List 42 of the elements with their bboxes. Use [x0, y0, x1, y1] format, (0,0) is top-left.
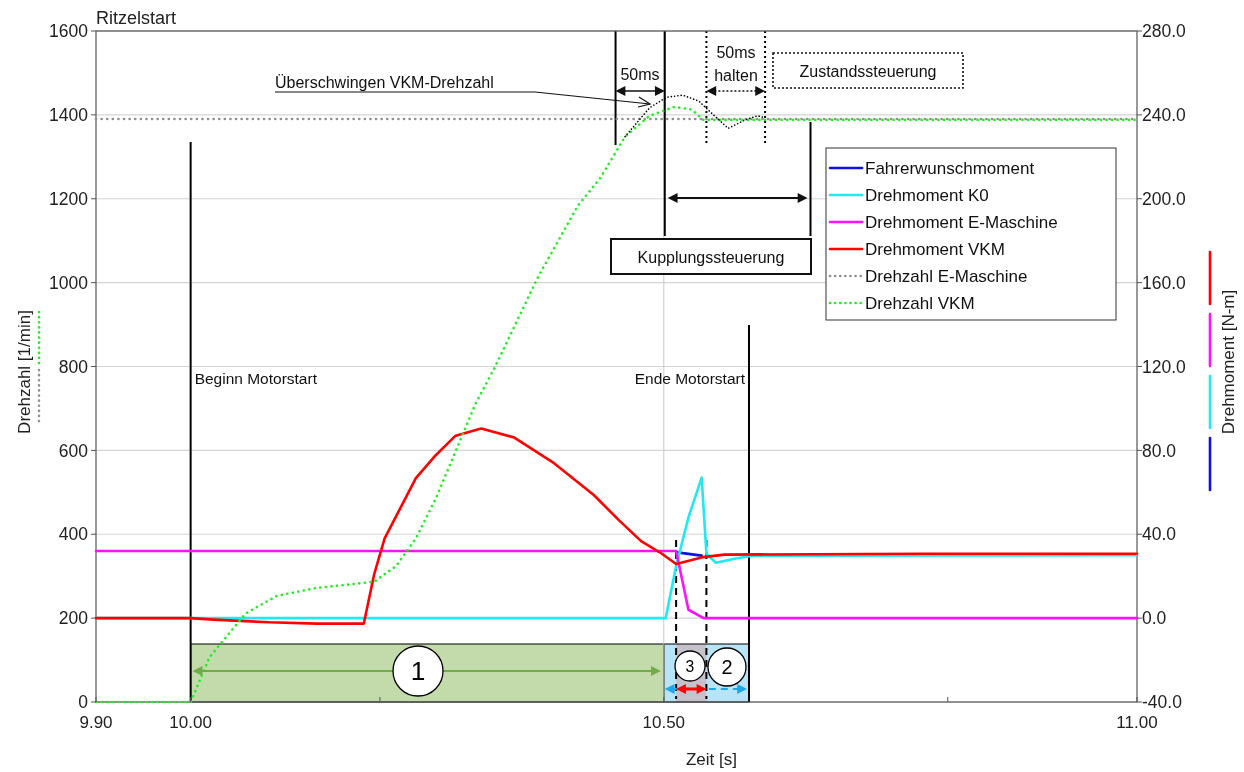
- y2-tick-label: 80.0: [1142, 440, 1177, 461]
- ref-line-label: Beginn Motorstart: [194, 370, 318, 387]
- x-tick-label: 10.50: [642, 713, 686, 732]
- legend-label: Drehmoment VKM: [865, 239, 1005, 259]
- y-tick-label: 600: [58, 440, 89, 461]
- y2-axis-title: Drehmoment [N-m]: [1218, 289, 1238, 435]
- y2-tick-label: -40.0: [1142, 692, 1183, 713]
- band-label: 1: [410, 656, 426, 687]
- legend-label: Drehzahl VKM: [865, 293, 975, 313]
- y-tick-label: 200: [58, 608, 89, 629]
- ref-line-label: Ende Motorstart: [634, 370, 746, 387]
- x-axis-title: Zeit [s]: [685, 750, 738, 769]
- y-tick-label: 0: [78, 692, 89, 713]
- y-tick-label: 800: [58, 356, 89, 377]
- y2-tick-label: 40.0: [1142, 524, 1177, 545]
- y2-tick-label: 280.0: [1142, 21, 1187, 42]
- annotation: Zustandssteuerung: [799, 63, 937, 80]
- y2-tick-label: 240.0: [1142, 105, 1187, 125]
- legend-label: Drehmoment E-Maschine: [865, 212, 1058, 232]
- x-tick-label: 11.00: [1116, 713, 1158, 732]
- band-label: 2: [721, 656, 733, 679]
- annotation: Überschwingen VKM-Drehzahl: [275, 74, 494, 91]
- y-tick-label: 1400: [49, 105, 89, 125]
- y2-tick-label: 120.0: [1142, 356, 1187, 377]
- legend-label: Fahrerwunschmoment: [865, 158, 1035, 178]
- x-tick-label: 9.90: [79, 713, 113, 732]
- y2-tick-label: 0.0: [1142, 608, 1167, 629]
- y2-tick-label: 160.0: [1142, 272, 1187, 293]
- y-tick-label: 1200: [49, 188, 89, 209]
- x-tick-label: 10.00: [169, 713, 212, 732]
- band-label: 3: [685, 657, 695, 675]
- y-tick-label: 400: [58, 524, 89, 545]
- annotation: Kupplungssteuerung: [637, 249, 785, 266]
- y-axis-title: Drehzahl [1/min]: [14, 310, 34, 434]
- legend-label: Drehzahl E-Maschine: [865, 266, 1028, 286]
- chart-title: Ritzelstart: [96, 8, 177, 28]
- legend-label: Drehmoment K0: [865, 185, 989, 205]
- y-tick-label: 1000: [49, 272, 89, 293]
- annotation: 50ms: [620, 66, 660, 83]
- y-tick-label: 1600: [49, 21, 89, 42]
- y2-tick-label: 200.0: [1142, 188, 1187, 209]
- annotation: 50ms halten: [714, 44, 758, 84]
